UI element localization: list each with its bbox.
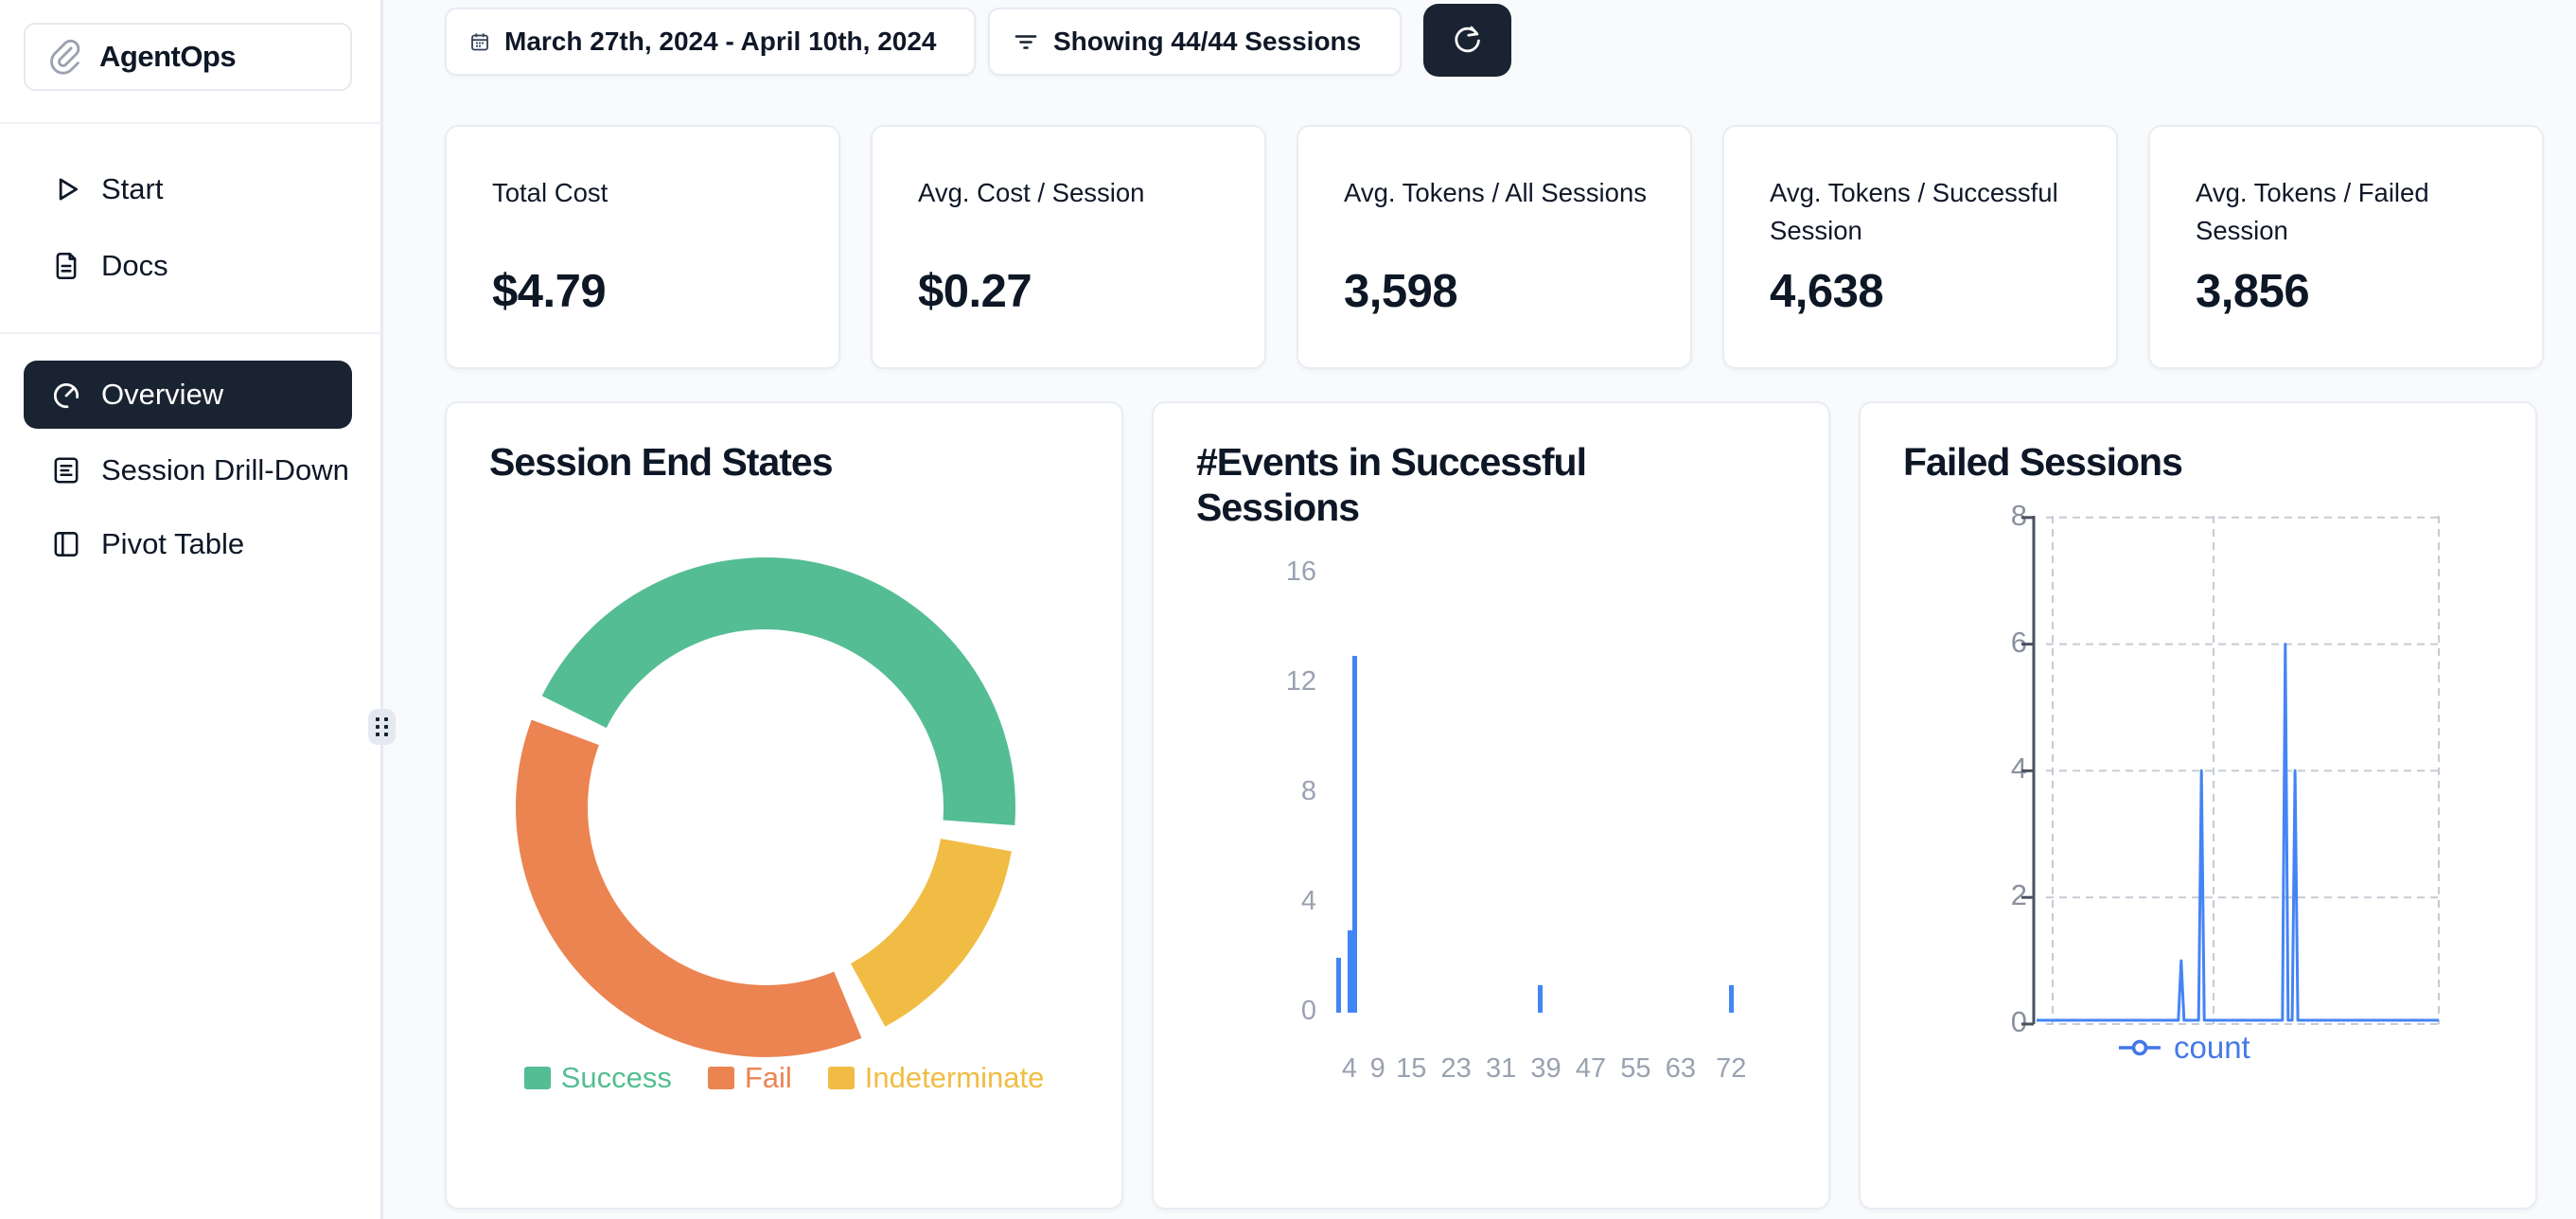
bar[interactable] <box>1728 985 1734 1013</box>
session-end-states-donut <box>516 557 1015 1057</box>
sidebar-item-label: Session Drill-Down <box>101 453 349 486</box>
bar-chart-title: #Events in Successful Sessions <box>1196 440 1587 530</box>
logo[interactable]: AgentOps <box>24 23 352 91</box>
stat-card-avg-cost-session: Avg. Cost / Session $0.27 <box>871 125 1266 369</box>
legend-label: Success <box>560 1061 672 1094</box>
bar-xtick-label: 4 <box>1341 1053 1358 1084</box>
bar[interactable] <box>1538 985 1544 1013</box>
line-ytick-label: 4 <box>2010 751 2027 786</box>
sidebar-item-start[interactable]: Start <box>0 163 383 216</box>
legend-item-fail[interactable]: Fail <box>707 1061 792 1095</box>
sidebar-item-label: Start <box>101 172 164 205</box>
sidebar-divider-top <box>0 122 383 124</box>
bar-xtick-label: 23 <box>1440 1053 1472 1084</box>
bar[interactable] <box>1347 930 1352 1013</box>
legend-label: Fail <box>744 1061 792 1094</box>
failed-sessions-card: Failed Sessions 8 6 4 2 0 count <box>1859 401 2537 1210</box>
line-chart-title: Failed Sessions <box>1903 440 2183 484</box>
line-ytick-label: 0 <box>2010 1005 2027 1038</box>
events-histogram-card: #Events in Successful Sessions 16 12 8 4 0 4 9… <box>1152 401 1830 1210</box>
stat-value: $4.79 <box>492 266 607 317</box>
legend-swatch <box>523 1067 551 1089</box>
bar-xtick-label: 9 <box>1369 1053 1385 1084</box>
failed-sessions-line-plot <box>2021 516 2440 1026</box>
stat-card-avg-tokens-failed-session: Avg. Tokens / Failed Session 3,856 <box>2148 125 2544 369</box>
donut-chart-title: Session End States <box>489 440 834 484</box>
sidebar-item-session-drill-down[interactable]: Session Drill-Down <box>0 444 383 497</box>
count-legend-item[interactable]: count <box>2118 1030 2250 1066</box>
stat-label: Avg. Tokens / All Sessions <box>1344 178 1647 207</box>
donut-slice-indeterminate[interactable] <box>850 838 1012 1027</box>
date-range-button[interactable]: March 27th, 2024 - April 10th, 2024 <box>445 8 976 76</box>
sessions-filter-button[interactable]: Showing 44/44 Sessions <box>988 8 1402 76</box>
stat-card-avg-tokens-successful-session: Avg. Tokens / Successful Session 4,638 <box>1722 125 2118 369</box>
donut-slice-fail[interactable] <box>516 719 862 1057</box>
line-ytick-label: 6 <box>2010 625 2027 659</box>
line-ytick-label: 8 <box>2010 498 2027 532</box>
sidebar: AgentOps Start Docs Overview Session Drill… <box>0 0 383 1219</box>
sidebar-divider-mid <box>0 332 383 334</box>
events-bar-plot: 16 12 8 4 0 4 9 15 23 31 39 47 55 63 72 <box>1154 403 1832 1211</box>
sidebar-item-label: Pivot Table <box>101 527 245 560</box>
bar[interactable] <box>1335 958 1341 1013</box>
sidebar-item-overview[interactable]: Overview <box>24 361 352 429</box>
legend-item-success[interactable]: Success <box>523 1061 672 1095</box>
stat-value: 3,856 <box>2196 266 2310 317</box>
donut-slice-success[interactable] <box>541 557 1015 825</box>
filter-lines-icon <box>1013 28 1039 55</box>
bar-ytick-label: 16 <box>1285 556 1316 587</box>
legend-label: Indeterminate <box>864 1061 1045 1094</box>
bar-ytick-label: 0 <box>1300 996 1316 1026</box>
donut-legend: Success Fail Indeterminate <box>447 1061 1121 1095</box>
bar-xtick-label: 31 <box>1485 1053 1517 1084</box>
stat-card-avg-tokens-all-sessions: Avg. Tokens / All Sessions 3,598 <box>1297 125 1692 369</box>
bar-xtick-label: 39 <box>1530 1053 1561 1084</box>
bar[interactable] <box>1352 656 1358 1013</box>
stat-label: Avg. Cost / Session <box>918 178 1145 207</box>
bar-xtick-label: 72 <box>1716 1053 1747 1084</box>
sidebar-item-label: Docs <box>101 249 168 282</box>
sidebar-resize-handle[interactable] <box>368 709 396 745</box>
sidebar-item-docs[interactable]: Docs <box>0 239 383 292</box>
bar-xtick-label: 47 <box>1575 1053 1607 1084</box>
bar-xtick-label: 55 <box>1620 1053 1651 1084</box>
line-ytick-label: 2 <box>2010 878 2027 912</box>
legend-swatch <box>827 1067 855 1089</box>
count-series-line <box>2037 643 2439 1022</box>
calendar-icon <box>469 31 490 52</box>
sidebar-item-pivot-table[interactable]: Pivot Table <box>0 518 383 571</box>
stat-card-total-cost: Total Cost $4.79 <box>445 125 840 369</box>
logo-text: AgentOps <box>99 40 237 73</box>
refresh-button[interactable] <box>1423 4 1511 77</box>
bar-ytick-label: 8 <box>1300 776 1316 806</box>
failed-sessions-axis-labels: 8 6 4 2 0 <box>1861 403 2539 1211</box>
stat-label: Total Cost <box>492 178 609 207</box>
line-marker-icon <box>2118 1037 2161 1058</box>
bar-ytick-label: 12 <box>1285 666 1316 697</box>
stat-label: Avg. Tokens / Successful Session <box>1770 178 2058 245</box>
session-end-states-card: Session End States Success Fail Indetermin… <box>445 401 1123 1210</box>
legend-item-indeterminate[interactable]: Indeterminate <box>827 1061 1045 1095</box>
date-range-label: March 27th, 2024 - April 10th, 2024 <box>504 26 937 56</box>
bar-xtick-label: 15 <box>1396 1053 1427 1084</box>
sessions-filter-label: Showing 44/44 Sessions <box>1053 26 1362 56</box>
stat-label: Avg. Tokens / Failed Session <box>2196 178 2429 245</box>
stat-value: 3,598 <box>1344 266 1458 317</box>
bar-xtick-label: 63 <box>1665 1053 1696 1084</box>
stat-value: $0.27 <box>918 266 1032 317</box>
bar-ytick-label: 4 <box>1300 886 1316 916</box>
paperclip-icon <box>44 37 84 77</box>
sidebar-item-label: Overview <box>101 378 224 411</box>
legend-swatch <box>707 1067 734 1089</box>
refresh-icon <box>1450 23 1485 58</box>
count-legend-label: count <box>2174 1030 2250 1065</box>
stat-value: 4,638 <box>1770 266 1884 317</box>
